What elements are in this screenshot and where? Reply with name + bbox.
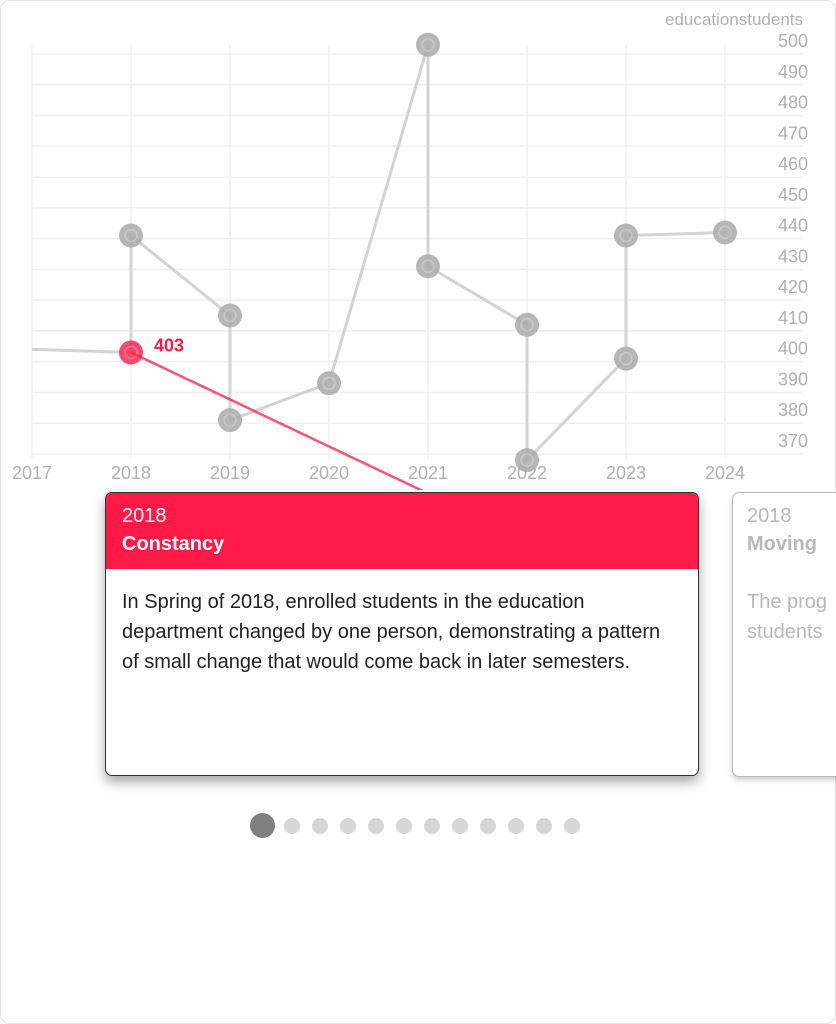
pagination-dot[interactable] xyxy=(452,817,468,834)
chart-title: educationstudents xyxy=(665,10,803,29)
card-text: In Spring of 2018, enrolled students in … xyxy=(122,591,661,673)
y-tick-label: 450 xyxy=(778,185,808,205)
data-point xyxy=(614,223,638,248)
story-card-next[interactable]: 2018 Moving The prog students xyxy=(732,492,836,777)
data-point xyxy=(119,223,143,248)
x-tick-label: 2023 xyxy=(606,463,646,483)
data-point-ring xyxy=(124,345,138,360)
highlight-value-label: 403 xyxy=(154,335,184,355)
data-point-ring xyxy=(223,413,237,427)
data-point-ring xyxy=(124,228,138,243)
card-text: The prog students xyxy=(733,569,836,665)
x-tick-label: 2020 xyxy=(309,463,349,483)
data-point xyxy=(218,408,242,433)
y-tick-label: 440 xyxy=(778,216,808,236)
y-tick-label: 470 xyxy=(778,123,808,143)
card-title: Moving xyxy=(747,533,817,555)
data-point-ring xyxy=(520,453,534,467)
y-tick-label: 370 xyxy=(778,431,808,451)
data-point-ring xyxy=(718,225,732,240)
pagination-dot[interactable] xyxy=(508,817,524,834)
data-point-ring xyxy=(619,228,633,243)
card-header: 2018 Moving xyxy=(733,493,836,569)
pagination-dot[interactable] xyxy=(312,817,328,834)
pagination-dot[interactable] xyxy=(284,817,300,834)
data-point xyxy=(614,346,638,371)
y-tick-label: 390 xyxy=(778,369,808,389)
x-tick-label: 2021 xyxy=(408,463,448,483)
data-point xyxy=(317,371,341,396)
y-tick-label: 460 xyxy=(778,154,808,174)
pagination-dot[interactable] xyxy=(368,817,384,834)
data-point xyxy=(218,303,242,328)
data-point xyxy=(416,254,440,279)
data-point xyxy=(713,220,737,245)
pagination-dot[interactable] xyxy=(564,817,580,834)
y-tick-label: 410 xyxy=(778,308,808,328)
pagination-dot[interactable] xyxy=(480,817,496,834)
data-point-ring xyxy=(421,259,435,274)
highlighted-data-point xyxy=(119,340,143,365)
x-tick-label: 2018 xyxy=(111,463,151,483)
highlight-connector xyxy=(130,351,424,490)
pagination-dot[interactable] xyxy=(424,817,440,834)
y-tick-label: 380 xyxy=(778,400,808,420)
x-tick-label: 2024 xyxy=(705,463,745,483)
story-card-active[interactable]: 2018 Constancy In Spring of 2018, enroll… xyxy=(105,492,699,776)
pagination-dot[interactable] xyxy=(340,817,356,834)
x-tick-label: 2022 xyxy=(507,463,547,483)
data-point xyxy=(515,448,539,473)
card-year: 2018 xyxy=(747,505,792,527)
y-tick-label: 400 xyxy=(778,339,808,359)
card-title: Constancy xyxy=(122,533,225,555)
y-tick-label: 500 xyxy=(778,31,808,51)
y-tick-label: 430 xyxy=(778,246,808,266)
data-point-ring xyxy=(421,38,435,52)
y-tick-label: 480 xyxy=(778,93,808,113)
pagination-dots xyxy=(250,813,580,838)
pagination-dot[interactable] xyxy=(396,817,412,834)
x-tick-label: 2017 xyxy=(12,463,52,483)
y-tick-label: 420 xyxy=(778,277,808,297)
data-point xyxy=(416,32,440,57)
data-point-ring xyxy=(223,308,237,323)
pagination-dot[interactable] xyxy=(536,817,552,834)
card-text-content: The prog students xyxy=(747,591,828,643)
y-tick-label: 490 xyxy=(778,62,808,82)
pagination-dot-active[interactable] xyxy=(250,813,275,838)
line-chart: 2017 2018 2019 2020 2021 2022 2023 2024 500 490 48… xyxy=(12,10,808,490)
card-header: 2018 Constancy xyxy=(106,493,698,569)
data-point-ring xyxy=(520,318,534,332)
data-point-ring xyxy=(619,351,633,366)
data-point xyxy=(515,312,539,337)
card-year: 2018 xyxy=(122,505,167,527)
data-point-ring xyxy=(322,376,336,390)
x-tick-label: 2019 xyxy=(210,463,250,483)
series-line xyxy=(31,44,726,464)
